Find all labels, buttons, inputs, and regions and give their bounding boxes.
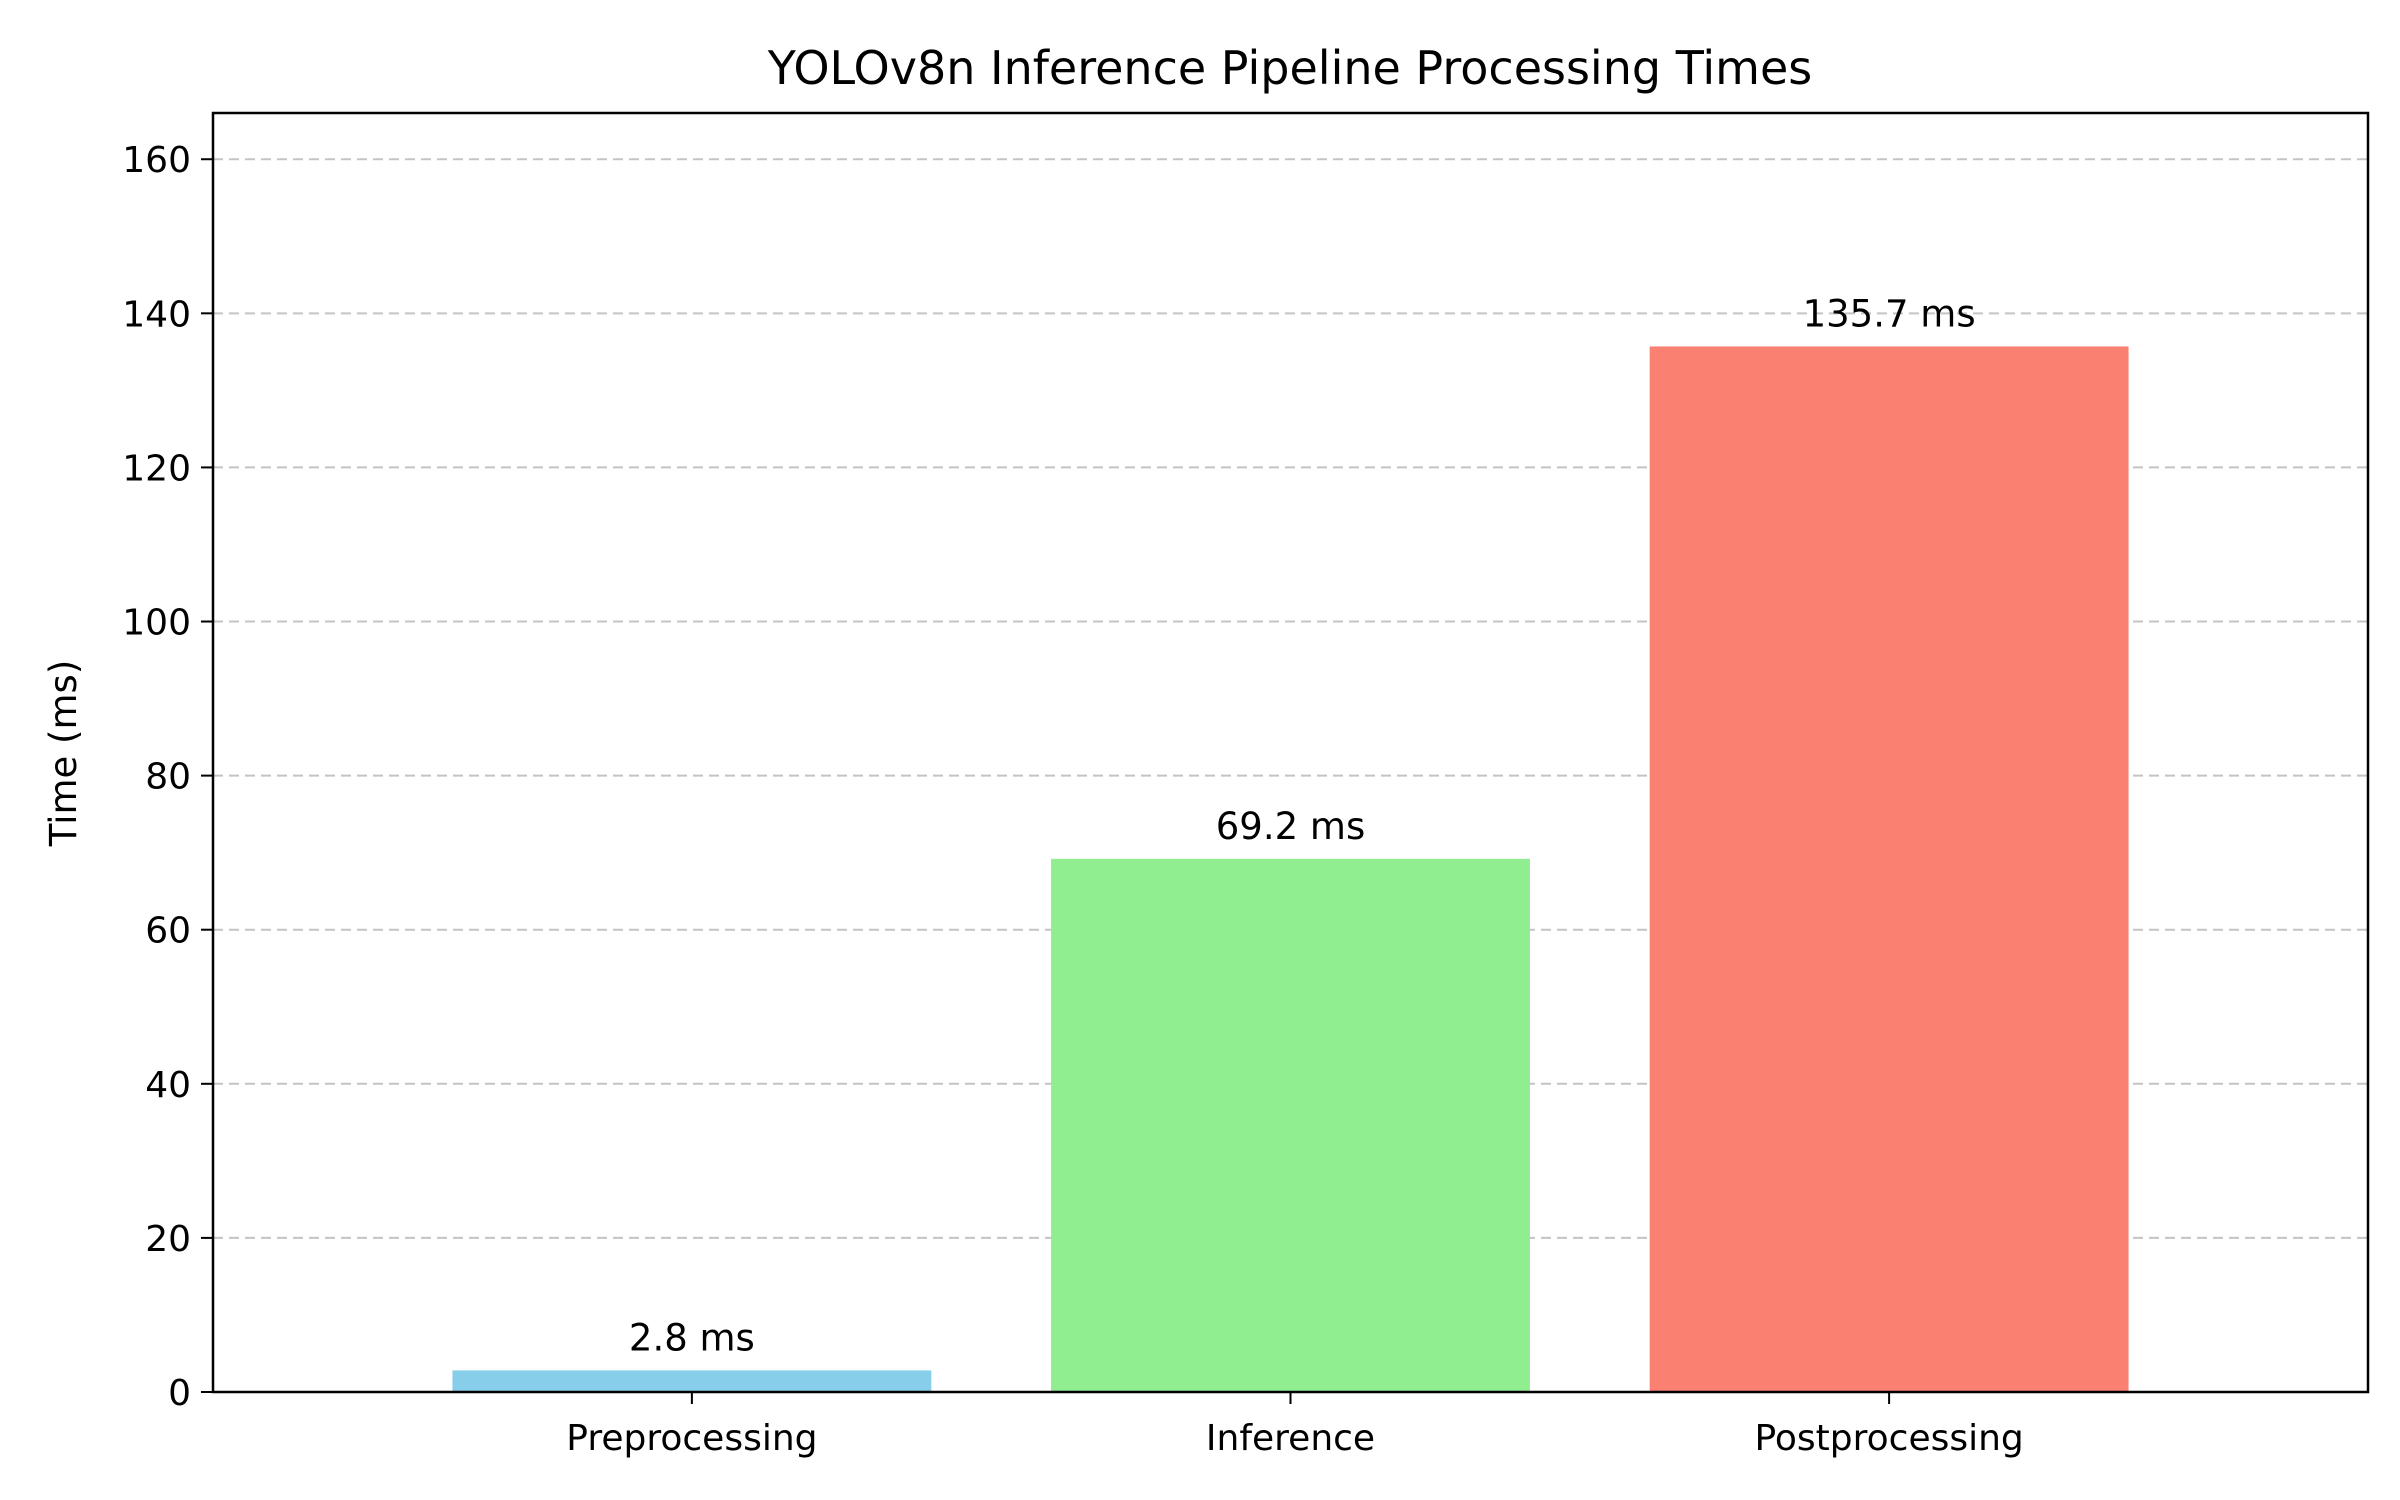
y-axis-ticks: 0 20 40 60 80 100 120 140 160 xyxy=(122,140,213,1414)
bar-value-labels: 2.8 ms 69.2 ms 135.7 ms xyxy=(629,292,1976,1359)
x-tick-label: Inference xyxy=(1206,1418,1375,1459)
y-tick-label: 60 xyxy=(145,911,191,952)
value-label-postprocessing: 135.7 ms xyxy=(1803,292,1976,335)
y-tick-label: 20 xyxy=(145,1219,191,1260)
x-tick-label: Preprocessing xyxy=(566,1418,817,1459)
value-label-preprocessing: 2.8 ms xyxy=(629,1316,755,1359)
y-tick-label: 160 xyxy=(122,140,191,181)
y-axis-label: Time (ms) xyxy=(42,660,85,848)
chart-title: YOLOv8n Inference Pipeline Processing Ti… xyxy=(767,41,1812,95)
y-tick-label: 0 xyxy=(168,1373,191,1414)
y-tick-label: 140 xyxy=(122,294,191,335)
bar-inference xyxy=(1051,858,1530,1392)
bar-preprocessing xyxy=(452,1370,932,1392)
y-tick-label: 100 xyxy=(122,603,191,644)
value-label-inference: 69.2 ms xyxy=(1216,805,1365,848)
bar-postprocessing xyxy=(1649,346,2129,1392)
y-tick-label: 120 xyxy=(122,448,191,489)
x-axis-ticks: Preprocessing Inference Postprocessing xyxy=(566,1392,2024,1459)
y-tick-label: 80 xyxy=(145,757,191,798)
bars xyxy=(452,346,2129,1392)
x-tick-label: Postprocessing xyxy=(1754,1418,2023,1459)
y-tick-label: 40 xyxy=(145,1065,191,1106)
